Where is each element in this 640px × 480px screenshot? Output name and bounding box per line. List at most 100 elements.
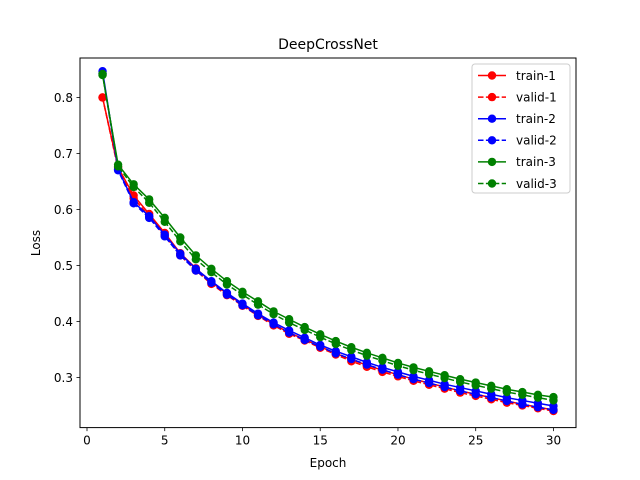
- data-point: [549, 396, 558, 405]
- data-point: [191, 255, 201, 264]
- data-point: [518, 390, 527, 400]
- data-point: [533, 402, 543, 412]
- data-point: [176, 251, 185, 260]
- series-valid-3: [98, 69, 558, 405]
- legend-label: train-2: [516, 112, 556, 126]
- data-point: [176, 237, 185, 246]
- data-point: [160, 217, 169, 226]
- data-point: [487, 384, 496, 393]
- data-point: [362, 351, 372, 360]
- y-tick-label: 0.6: [54, 203, 73, 217]
- data-point: [518, 400, 527, 409]
- data-point: [393, 370, 403, 379]
- data-point: [269, 310, 278, 319]
- data-point: [455, 386, 465, 396]
- data-point: [393, 361, 403, 370]
- x-axis-ticks: 0 5 10 15 20 25 30: [83, 427, 561, 448]
- data-point: [533, 393, 543, 402]
- data-point: [238, 290, 247, 299]
- legend-label: valid-1: [516, 90, 557, 104]
- data-point: [222, 280, 232, 289]
- data-point: [238, 301, 247, 310]
- data-point: [409, 374, 418, 384]
- data-point: [331, 349, 340, 358]
- legend-item-valid-2: valid-2: [478, 134, 557, 148]
- data-point: [300, 335, 309, 345]
- data-point: [487, 393, 496, 402]
- y-tick-label: 0.5: [54, 259, 73, 273]
- data-point: [207, 268, 216, 277]
- data-point: [316, 342, 325, 351]
- legend-label: valid-3: [516, 177, 557, 191]
- data-point: [284, 328, 294, 337]
- y-axis-ticks: 0.3 0.4 0.5 0.6 0.7 0.8: [54, 91, 80, 385]
- y-tick-label: 0.3: [54, 371, 73, 385]
- data-point: [409, 366, 418, 375]
- data-point: [331, 339, 340, 349]
- legend-item-valid-3: valid-3: [478, 177, 557, 191]
- x-tick-label: 20: [390, 434, 405, 448]
- legend-item-train-2: train-2: [478, 112, 556, 126]
- legend-marker: [487, 157, 497, 167]
- y-tick-label: 0.7: [54, 147, 73, 161]
- x-tick-label: 0: [83, 434, 91, 448]
- data-point: [191, 266, 201, 275]
- legend-marker: [487, 71, 497, 80]
- data-point: [471, 381, 480, 390]
- legend-label: valid-2: [516, 134, 557, 148]
- data-point: [424, 369, 434, 379]
- legend-marker: [487, 114, 497, 123]
- data-point: [440, 382, 449, 392]
- legend-box: [471, 63, 571, 194]
- data-point: [362, 360, 372, 369]
- data-point: [347, 354, 356, 364]
- data-point: [455, 377, 465, 387]
- data-point: [269, 320, 278, 329]
- legend-marker: [487, 179, 497, 188]
- data-point: [440, 373, 449, 383]
- x-tick-label: 5: [161, 434, 169, 448]
- x-tick-label: 10: [235, 434, 250, 448]
- legend-label: train-1: [516, 69, 556, 83]
- data-point: [222, 290, 232, 299]
- chart-title: DeepCrossNet: [278, 37, 378, 53]
- y-tick-label: 0.4: [54, 315, 73, 329]
- data-point: [144, 198, 154, 207]
- data-point: [160, 232, 169, 241]
- data-point: [284, 318, 294, 327]
- x-tick-label: 25: [468, 434, 483, 448]
- legend-marker: [487, 92, 497, 102]
- x-tick-label: 30: [546, 434, 561, 448]
- data-point: [98, 93, 107, 102]
- legend-label: train-3: [516, 155, 556, 169]
- x-axis-label: Epoch: [310, 456, 347, 470]
- legend-item-train-3: train-3: [478, 155, 556, 169]
- data-point: [502, 387, 512, 397]
- data-point: [502, 396, 512, 406]
- series-layer: [98, 66, 558, 416]
- y-axis-label: Loss: [29, 230, 43, 256]
- data-point: [378, 365, 387, 374]
- legend-item-train-1: train-1: [478, 69, 556, 83]
- data-point: [316, 332, 325, 342]
- y-tick-label: 0.8: [54, 91, 73, 105]
- data-point: [129, 199, 138, 208]
- data-point: [253, 300, 263, 309]
- data-point: [207, 278, 216, 288]
- data-point: [549, 405, 558, 415]
- data-point: [424, 378, 434, 388]
- legend-item-valid-1: valid-1: [478, 90, 557, 104]
- data-point: [129, 182, 138, 192]
- x-tick-label: 15: [313, 434, 328, 448]
- data-point: [347, 345, 356, 355]
- data-point: [98, 69, 107, 79]
- plot-frame: [79, 57, 577, 429]
- data-point: [378, 356, 387, 365]
- legend: train-1 valid-1 train-2 valid-2 train-3 valid…: [471, 63, 571, 194]
- data-point: [144, 213, 154, 223]
- legend-marker: [487, 136, 497, 145]
- data-point: [300, 325, 309, 335]
- data-point: [471, 390, 480, 399]
- data-point: [253, 311, 263, 320]
